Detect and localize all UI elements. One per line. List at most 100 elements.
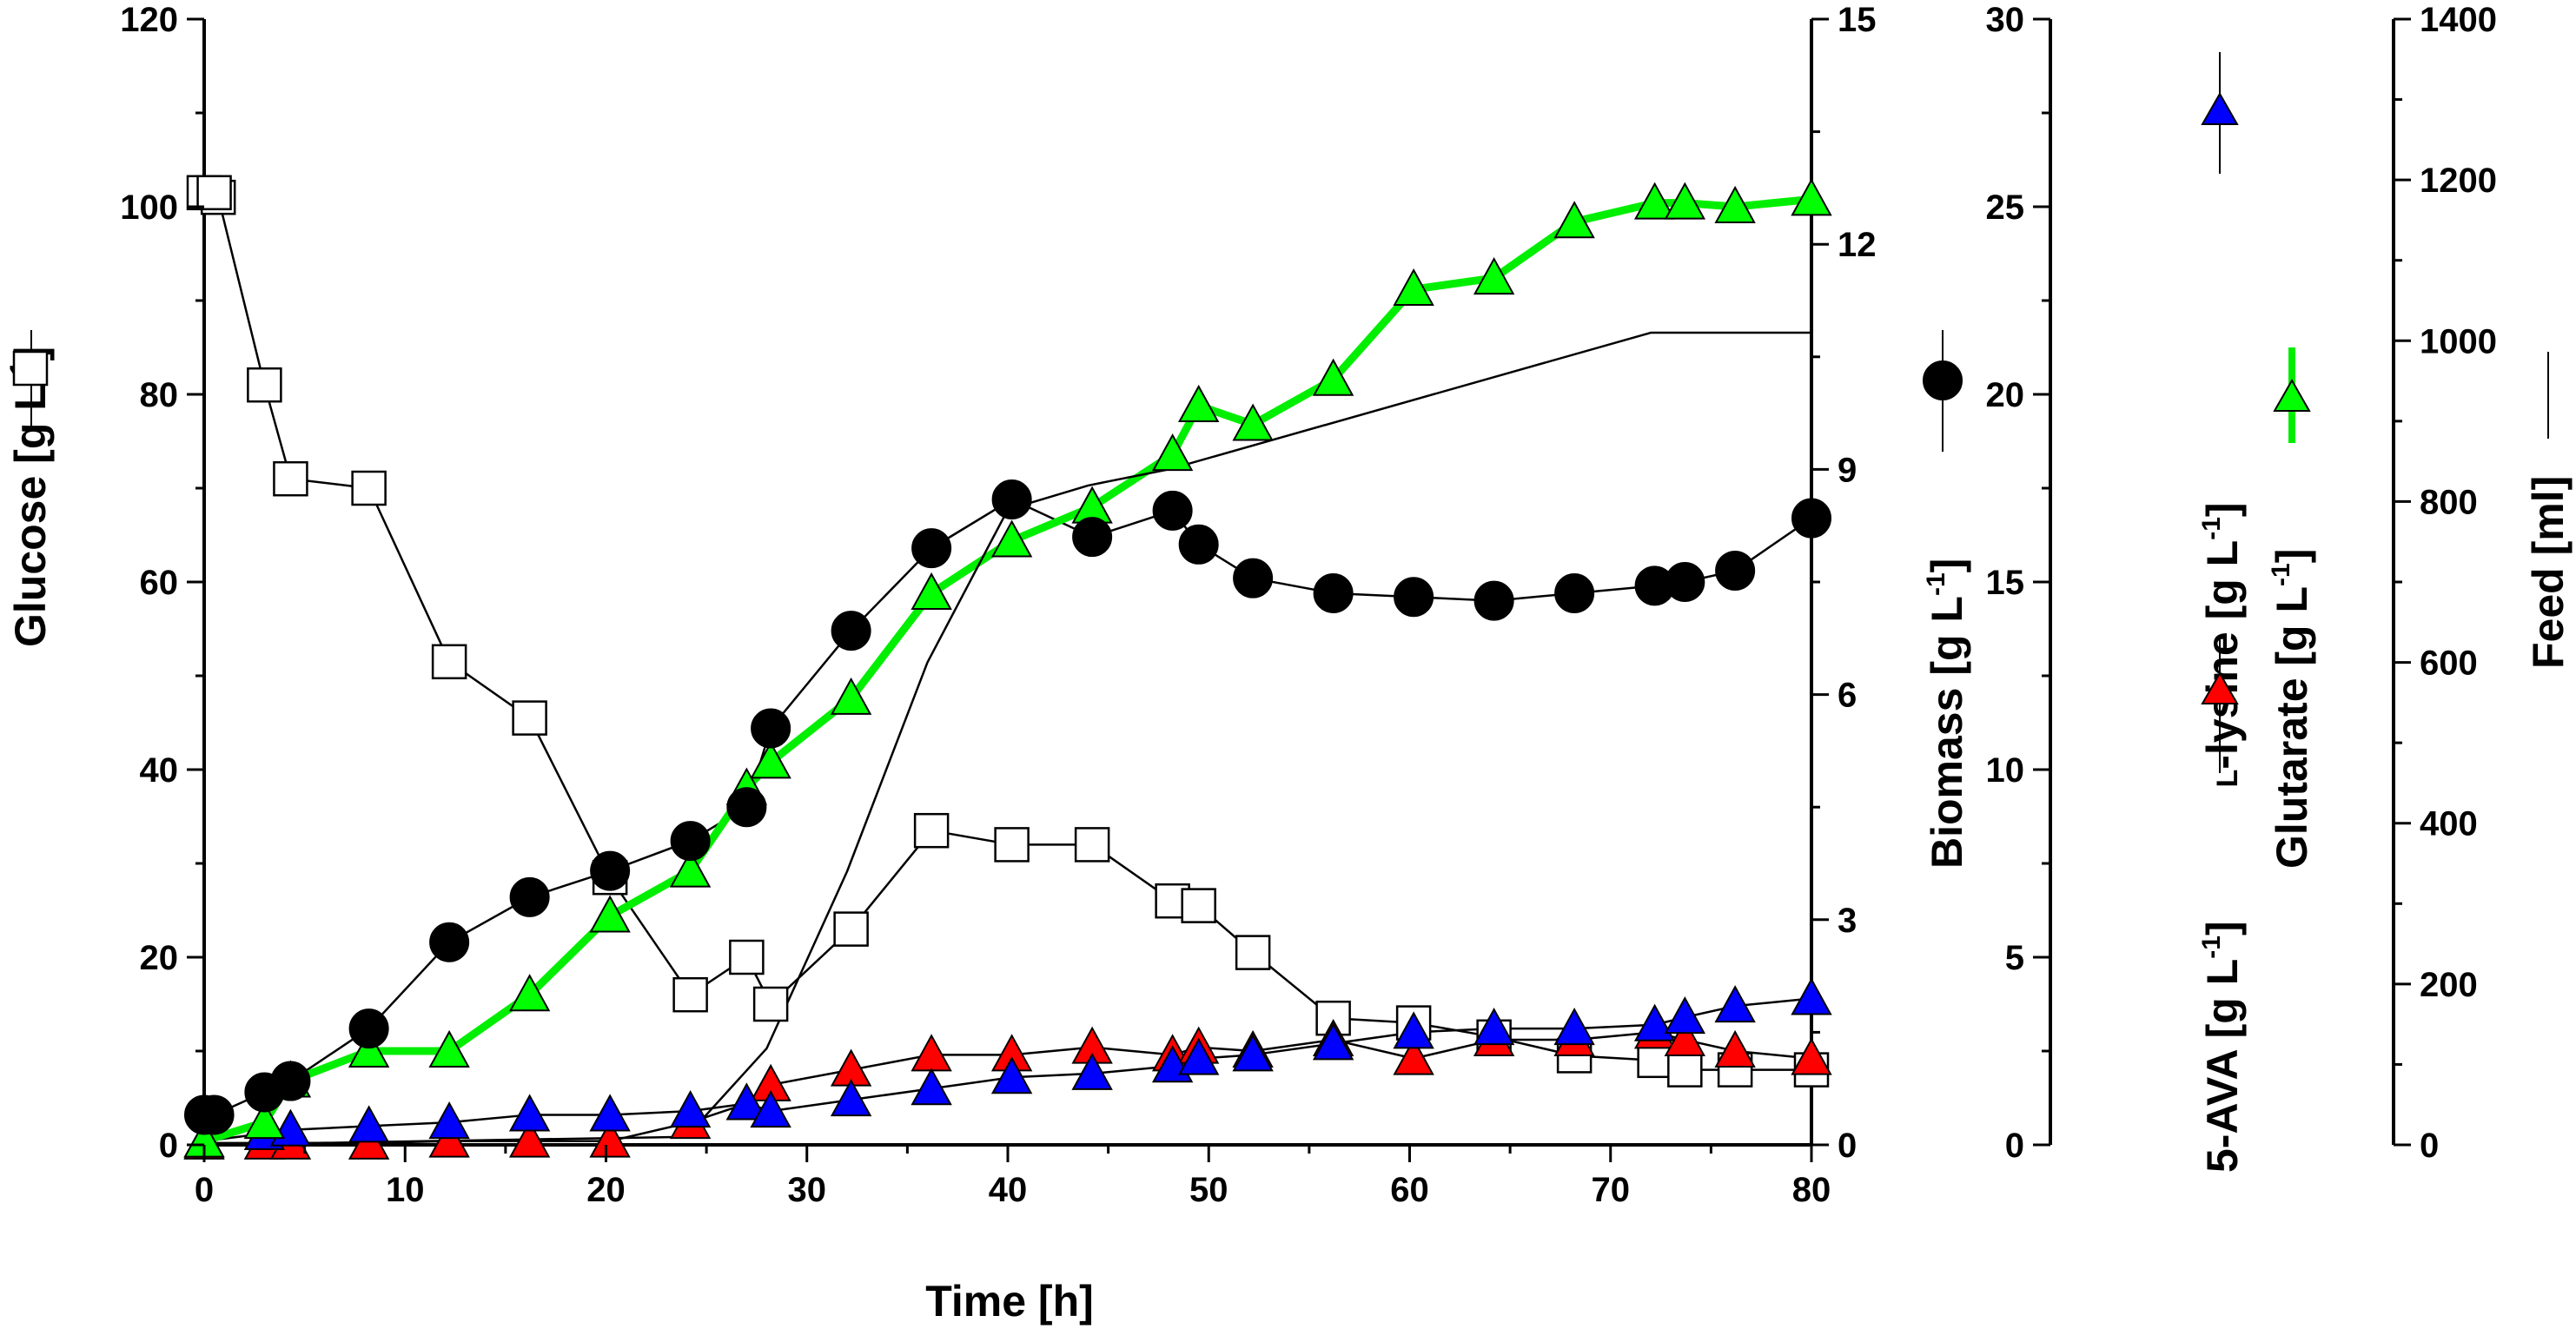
biomass-point: [1715, 551, 1756, 592]
glutarate-point: [428, 1029, 470, 1068]
glutarate-point: [1553, 201, 1595, 239]
5-ava-point: [508, 1120, 551, 1158]
glucose-point: [1667, 1052, 1703, 1088]
amino-tick-label: 30: [1986, 1, 2025, 39]
lysine-legend-key: [2201, 52, 2239, 174]
feed-tick-label: 1400: [2420, 1, 2497, 39]
biomass-tick-label: 3: [1838, 902, 1857, 940]
glucose-point: [512, 700, 547, 736]
biomass-point: [1178, 524, 1219, 565]
biomass-point: [1313, 572, 1354, 613]
l-lysine-point: [725, 1082, 768, 1121]
glucose-point: [247, 367, 282, 403]
amino-tick-label: 10: [1986, 751, 2025, 790]
lysine-axis-prefix: L: [2211, 770, 2244, 788]
glutarate-point: [911, 572, 952, 610]
feed-axis-label: Feed [ml]: [2524, 476, 2573, 669]
5-ava-point: [1393, 1037, 1434, 1075]
glutarate-point: [1633, 182, 1676, 220]
ava-axis-label: 5-AVA [g L: [2198, 959, 2247, 1173]
biomass-legend-key: [1923, 330, 1963, 452]
biomass-axis-title: Biomass [g L-1]: [1922, 559, 1971, 869]
biomass-tick-label: 12: [1838, 226, 1877, 264]
glucose-point: [1235, 935, 1271, 970]
l-lysine-point: [1633, 1003, 1676, 1041]
glucose-point: [672, 976, 708, 1013]
feed-tick-label: 800: [2420, 483, 2478, 521]
feed-tick-label: 0: [2420, 1127, 2439, 1165]
l-lysine-point: [1791, 977, 1832, 1015]
biomass-point: [1072, 517, 1113, 558]
glutarate-point: [669, 850, 712, 888]
l-lysine-point: [1664, 996, 1706, 1035]
glucose-point: [833, 911, 869, 947]
l-lysine-point: [1553, 1008, 1595, 1046]
x-tick-label: 60: [1390, 1171, 1429, 1209]
l-lysine-point: [428, 1101, 470, 1140]
ava-legend-key: [2201, 638, 2239, 773]
glucose-point: [431, 644, 467, 680]
biomass-point: [831, 611, 871, 651]
glutarate-point: [990, 519, 1033, 558]
series-markers: [183, 175, 1832, 1160]
glutarate-point: [830, 677, 872, 715]
glucose-point: [196, 175, 232, 211]
l-lysine-point: [589, 1094, 631, 1132]
glutarate-point: [1393, 268, 1434, 307]
feed-tick-label: 400: [2420, 805, 2478, 843]
ava-axis-sup: -1: [2197, 936, 2226, 959]
feed-tick-label: 200: [2420, 966, 2478, 1004]
glucose-tick-label: 20: [140, 939, 179, 977]
glucose-point: [351, 470, 387, 506]
x-tick-label: 10: [386, 1171, 425, 1209]
glutarate-point: [1791, 178, 1832, 216]
feed-axis-title: Feed [ml]: [2524, 476, 2573, 669]
biomass-point: [726, 787, 767, 828]
l-lysine-point: [1177, 1037, 1220, 1075]
glutarate-axis-title: Glutarate [g L-1]: [2267, 549, 2316, 869]
glutarate-point: [589, 895, 631, 933]
x-tick-label: 0: [195, 1171, 214, 1209]
biomass-point: [194, 1094, 235, 1135]
feed-tick-label: 1000: [2420, 322, 2497, 360]
glutarate-point: [1151, 433, 1194, 472]
amino-tick-label: 5: [2005, 939, 2024, 977]
l-lysine-point: [1714, 985, 1756, 1023]
l-lysine-point: [750, 1090, 791, 1128]
x-tick-label: 80: [1792, 1171, 1831, 1209]
lysine-axis-label: -lysine [g L: [2198, 540, 2247, 770]
glucose-point: [1181, 888, 1216, 923]
biomass-point: [991, 479, 1032, 519]
x-tick-label: 50: [1189, 1171, 1228, 1209]
glutarate-point: [750, 741, 791, 779]
amino-tick-label: 15: [1986, 564, 2025, 602]
glucose-tick-label: 80: [140, 376, 179, 414]
biomass-point: [751, 708, 791, 749]
l-lysine-point: [348, 1105, 390, 1143]
biomass-point: [1665, 562, 1705, 602]
glutarate-axis-sup: -1: [2267, 563, 2295, 586]
l-lysine-point: [1071, 1052, 1113, 1090]
l-lysine-point: [508, 1094, 551, 1132]
5-ava-point: [1714, 1029, 1756, 1068]
glutarate-point: [1312, 358, 1354, 396]
amino-tick-label: 25: [1986, 188, 2025, 227]
biomass-tick-label: 6: [1838, 677, 1857, 715]
x-tick-label: 20: [586, 1171, 626, 1209]
biomass-point: [1152, 490, 1193, 531]
x-tick-label: 40: [989, 1171, 1028, 1209]
lysine-axis-sup: -1: [2197, 517, 2226, 540]
x-tick-label: 70: [1592, 1171, 1631, 1209]
series-line-feed: [203, 331, 1811, 1147]
biomass-tick-label: 0: [1838, 1127, 1857, 1165]
glucose-tick-label: 0: [159, 1127, 178, 1165]
biomass-point: [670, 821, 711, 862]
glutarate-point: [1232, 403, 1274, 441]
l-lysine-point: [1393, 1011, 1434, 1049]
glutarate-point: [508, 974, 551, 1012]
biomass-point: [429, 922, 470, 962]
glucose-legend-key: [12, 330, 49, 430]
glucose-point: [994, 827, 1030, 863]
glutarate-point: [348, 1029, 390, 1068]
